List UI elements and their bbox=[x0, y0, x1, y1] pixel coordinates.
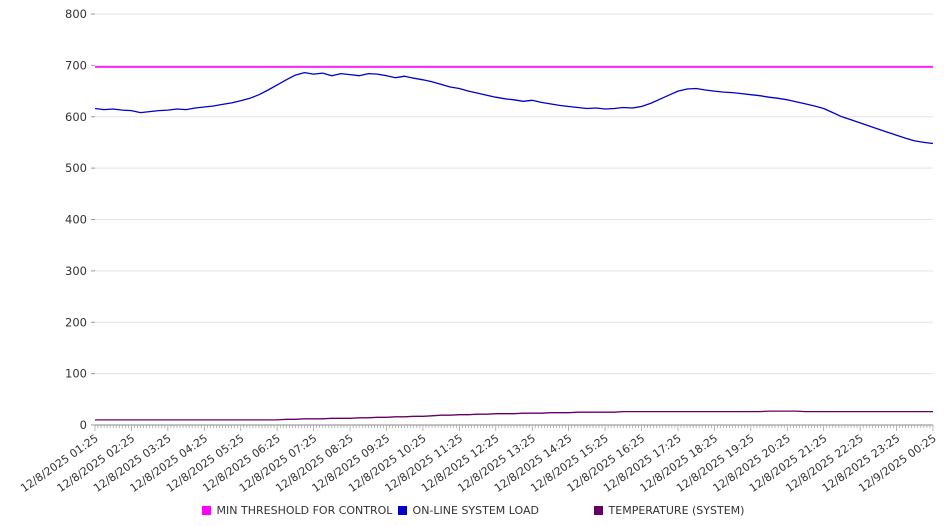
y-axis-tick-label: 800 bbox=[65, 7, 87, 21]
y-axis-tick-label: 400 bbox=[65, 213, 87, 227]
legend-item-temperature[interactable]: TEMPERATURE (SYSTEM) bbox=[593, 503, 745, 517]
legend-label-min-threshold: MIN THRESHOLD FOR CONTROL bbox=[216, 503, 393, 517]
y-axis-tick-label: 0 bbox=[80, 418, 87, 432]
series-line bbox=[95, 410, 933, 421]
chart-legend: MIN THRESHOLD FOR CONTROL ON-LINE SYSTEM… bbox=[0, 494, 946, 526]
legend-item-system-load[interactable]: ON-LINE SYSTEM LOAD bbox=[397, 503, 594, 517]
y-axis-tick-label: 300 bbox=[65, 264, 87, 278]
legend-item-min-threshold[interactable]: MIN THRESHOLD FOR CONTROL bbox=[201, 503, 398, 517]
legend-label-system-load: ON-LINE SYSTEM LOAD bbox=[412, 503, 539, 517]
y-axis-tick-label: 700 bbox=[65, 58, 87, 72]
legend-swatch-system-load-icon bbox=[397, 505, 407, 515]
legend-swatch-temperature-icon bbox=[593, 505, 603, 515]
y-axis-tick-label: 200 bbox=[65, 315, 87, 329]
y-axis-tick-label: 500 bbox=[65, 161, 87, 175]
legend-swatch-min-threshold-icon bbox=[201, 505, 211, 515]
y-axis-tick-label: 600 bbox=[65, 110, 87, 124]
legend-label-temperature: TEMPERATURE (SYSTEM) bbox=[608, 503, 745, 517]
series-line bbox=[94, 71, 934, 145]
y-axis-tick-label: 100 bbox=[65, 367, 87, 381]
